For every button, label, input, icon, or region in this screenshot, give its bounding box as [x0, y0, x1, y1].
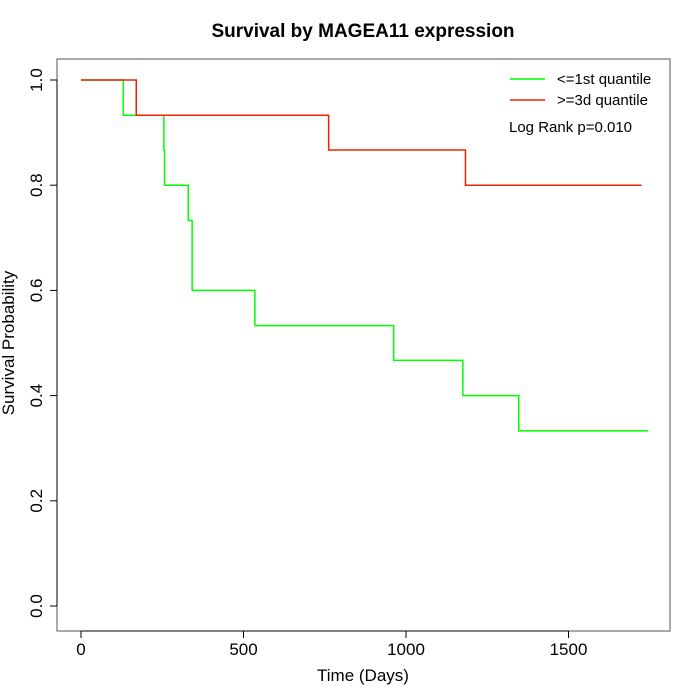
- series-line-1: [81, 79, 642, 186]
- x-tick-label: 0: [76, 640, 85, 659]
- x-tick-label: 1000: [387, 640, 425, 659]
- series-layer: [81, 79, 649, 432]
- x-axis: 0 500 1000 1500: [76, 630, 588, 659]
- y-tick-label: 0.2: [27, 489, 46, 513]
- x-tick-label: 500: [229, 640, 257, 659]
- legend-label-0: <=1st quantile: [557, 71, 651, 88]
- legend: <=1st quantile >=3d quantile: [510, 71, 651, 109]
- y-tick-label: 0.6: [27, 279, 46, 303]
- y-axis-label: Survival Probability: [0, 270, 18, 415]
- chart-title: Survival by MAGEA11 expression: [211, 21, 514, 42]
- y-tick-label: 0.8: [27, 173, 46, 197]
- y-axis: 0.0 0.2 0.4 0.6 0.8 1.0: [27, 68, 58, 618]
- plot-frame: [56, 58, 671, 632]
- series-line-0: [81, 79, 649, 432]
- x-axis-label: Time (Days): [317, 666, 409, 685]
- x-tick-label: 1500: [550, 640, 588, 659]
- y-tick-label: 0.4: [27, 384, 46, 408]
- log-rank-annotation: Log Rank p=0.010: [509, 119, 632, 136]
- y-tick-label: 0.0: [27, 594, 46, 618]
- y-tick-label: 1.0: [27, 68, 46, 92]
- legend-label-1: >=3d quantile: [557, 92, 648, 109]
